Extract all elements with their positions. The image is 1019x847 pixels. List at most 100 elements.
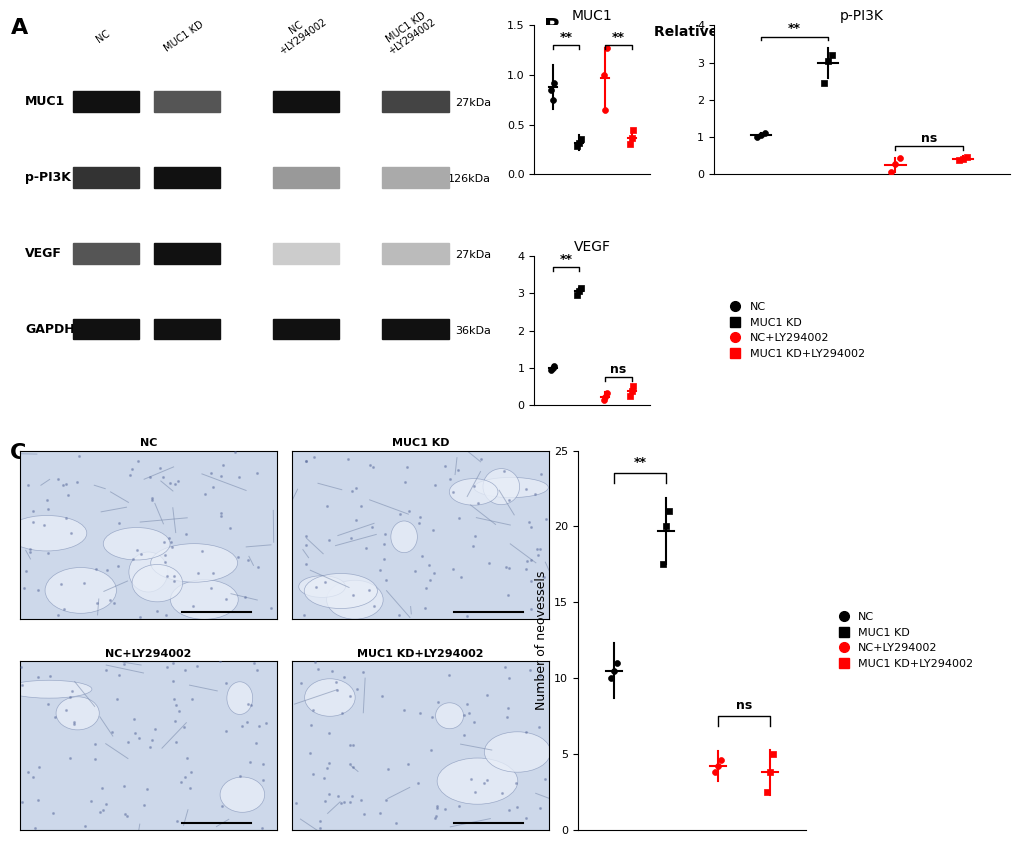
Point: [20, 765, 37, 778]
Point: [66, 717, 83, 731]
Point: [387, 817, 404, 830]
Point: [98, 664, 114, 678]
Point: [544, 361, 560, 374]
Ellipse shape: [448, 479, 497, 505]
Point: [147, 722, 163, 736]
Point: [205, 480, 221, 494]
Point: [467, 529, 483, 543]
Point: [173, 775, 190, 789]
Point: [239, 716, 256, 729]
Point: [167, 735, 183, 749]
Point: [373, 689, 389, 703]
Point: [452, 571, 469, 584]
Point: [36, 518, 52, 532]
Text: Relative expression to GAPDH: Relative expression to GAPDH: [653, 25, 889, 40]
Point: [122, 468, 139, 481]
Point: [428, 801, 444, 815]
Point: [13, 795, 30, 809]
Point: [531, 542, 547, 556]
Bar: [154, 318, 220, 340]
Point: [518, 482, 534, 495]
Point: [530, 681, 546, 695]
Point: [449, 463, 466, 477]
Point: [119, 809, 136, 822]
Ellipse shape: [56, 697, 99, 730]
Point: [76, 577, 93, 590]
Point: [31, 671, 47, 684]
Title: p-PI3K: p-PI3K: [839, 8, 882, 23]
Point: [109, 692, 125, 706]
Point: [500, 803, 517, 817]
Point: [518, 811, 534, 825]
Point: [518, 562, 534, 576]
Point: [467, 785, 483, 799]
Point: [530, 548, 546, 562]
Point: [184, 600, 201, 613]
Text: NC
+LY294002: NC +LY294002: [271, 7, 328, 57]
Point: [320, 726, 336, 739]
Point: [178, 751, 195, 765]
Point: [115, 779, 131, 793]
Point: [13, 660, 30, 673]
Point: [24, 770, 41, 783]
Point: [157, 556, 173, 569]
Point: [98, 797, 114, 811]
Point: [159, 660, 175, 673]
Point: [887, 157, 903, 170]
Point: [459, 609, 475, 623]
Ellipse shape: [437, 758, 518, 805]
Point: [571, 136, 587, 149]
Point: [344, 761, 361, 774]
Point: [93, 805, 109, 819]
Bar: [72, 318, 140, 340]
Point: [323, 664, 339, 678]
Point: [533, 584, 549, 597]
Point: [102, 593, 118, 606]
Point: [181, 782, 198, 795]
Point: [128, 543, 145, 556]
Point: [430, 695, 446, 709]
Point: [292, 677, 309, 690]
Point: [523, 521, 539, 534]
Point: [500, 672, 517, 685]
Bar: [381, 318, 448, 340]
Point: [25, 516, 42, 529]
Point: [344, 589, 361, 602]
Point: [132, 548, 149, 562]
Point: [50, 473, 66, 486]
Point: [63, 526, 79, 540]
Bar: [272, 167, 338, 188]
Point: [298, 454, 314, 468]
Point: [182, 766, 199, 779]
Point: [436, 803, 452, 817]
Point: [495, 464, 512, 478]
Point: [569, 140, 585, 153]
Point: [306, 451, 322, 464]
Point: [149, 604, 165, 617]
Point: [329, 684, 345, 697]
Point: [203, 581, 219, 595]
Point: [144, 493, 160, 507]
Bar: [272, 91, 338, 112]
Ellipse shape: [226, 682, 253, 715]
Point: [336, 795, 353, 809]
Ellipse shape: [7, 516, 87, 551]
Point: [815, 76, 832, 90]
Point: [159, 569, 175, 583]
Point: [752, 129, 768, 142]
Point: [958, 150, 974, 163]
Point: [414, 549, 430, 562]
Point: [527, 487, 543, 501]
Point: [418, 581, 434, 595]
Point: [130, 732, 147, 745]
Point: [251, 719, 267, 733]
Point: [519, 554, 535, 567]
Point: [522, 602, 538, 616]
Point: [353, 499, 369, 512]
Point: [572, 281, 588, 295]
Point: [424, 711, 440, 724]
Point: [237, 590, 254, 604]
Point: [410, 777, 426, 790]
Point: [136, 798, 152, 811]
Point: [823, 48, 840, 62]
